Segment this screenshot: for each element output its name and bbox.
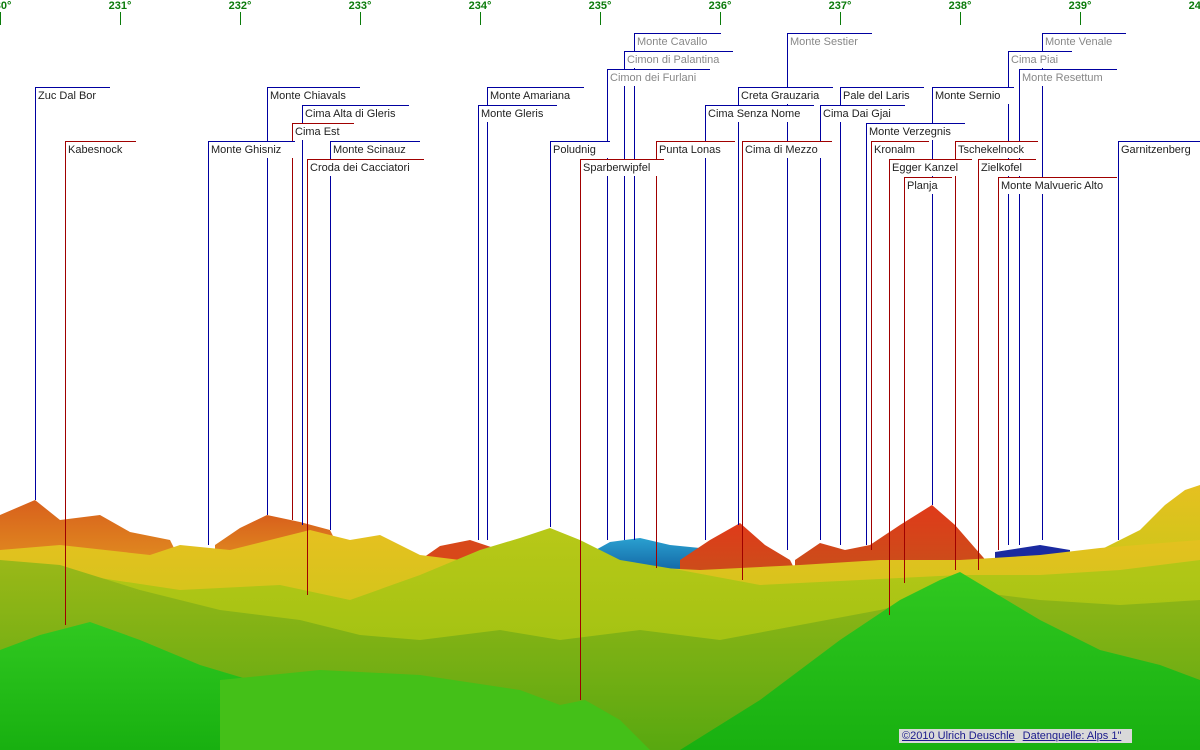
peak-marker-line	[607, 69, 608, 540]
peak-label[interactable]: Cimon dei Furlani	[607, 69, 711, 86]
azimuth-tick	[360, 12, 361, 25]
azimuth-tick-label: 238°	[948, 0, 972, 12]
azimuth-tick-label: 240°	[1188, 0, 1200, 12]
peak-label[interactable]: Cima Piai	[1008, 51, 1073, 68]
peak-marker-line	[871, 141, 872, 550]
peak-label[interactable]: Poludnig	[550, 141, 610, 158]
peak-label[interactable]: Tschekelnock	[955, 141, 1039, 158]
peak-marker-line	[866, 123, 867, 545]
peak-label[interactable]: Monte Scinauz	[330, 141, 420, 158]
peak-label[interactable]: Monte Venale	[1042, 33, 1127, 50]
peak-marker-line	[738, 87, 739, 525]
peak-label[interactable]: Croda dei Cacciatori	[307, 159, 424, 176]
peak-marker-line	[787, 33, 788, 550]
peak-label[interactable]: Egger Kanzel	[889, 159, 973, 176]
ridge-far-left	[0, 500, 180, 560]
azimuth-tick	[720, 12, 721, 25]
copyright-link[interactable]: ©2010 Ulrich Deuschle	[902, 730, 1015, 742]
peak-marker-line	[307, 159, 308, 595]
azimuth-tick-label: 232°	[228, 0, 252, 12]
azimuth-tick-label: 237°	[828, 0, 852, 12]
peak-marker-line	[820, 105, 821, 540]
peak-label[interactable]: Cimon di Palantina	[624, 51, 734, 68]
peak-marker-line	[1118, 141, 1119, 540]
peak-label[interactable]: Planja	[904, 177, 952, 194]
peak-marker-line	[550, 141, 551, 527]
peak-marker-line	[840, 87, 841, 545]
azimuth-tick-label: 239°	[1068, 0, 1092, 12]
credits-bar: ©2010 Ulrich Deuschle Datenquelle: Alps 1…	[899, 729, 1133, 743]
azimuth-tick	[480, 12, 481, 25]
ridge-green-front	[220, 670, 650, 750]
azimuth-tick	[240, 12, 241, 25]
peak-marker-line	[978, 159, 979, 570]
peak-label[interactable]: Cima Senza Nome	[705, 105, 815, 122]
peak-label[interactable]: Monte Gleris	[478, 105, 558, 122]
peak-marker-line	[932, 87, 933, 505]
peak-marker-line	[487, 87, 488, 540]
peak-marker-line	[65, 141, 66, 625]
peak-marker-line	[742, 141, 743, 580]
peak-marker-line	[208, 141, 209, 545]
peak-label[interactable]: Kabesnock	[65, 141, 137, 158]
peak-label[interactable]: Monte Resettum	[1019, 69, 1117, 86]
peak-marker-line	[478, 105, 479, 540]
ridge-far-red-c	[795, 505, 990, 575]
peak-label[interactable]: Creta Grauzaria	[738, 87, 834, 104]
peak-label[interactable]: Monte Cavallo	[634, 33, 722, 50]
peak-marker-line	[267, 87, 268, 515]
peak-marker-line	[955, 141, 956, 570]
peak-marker-line	[998, 177, 999, 550]
ridge-green-right	[680, 572, 1200, 750]
peak-label[interactable]: Monte Sernio	[932, 87, 1015, 104]
peak-label[interactable]: Pale del Laris	[840, 87, 924, 104]
peak-label[interactable]: Zielkofel	[978, 159, 1036, 176]
peak-marker-line	[292, 123, 293, 520]
peak-marker-line	[302, 105, 303, 525]
peak-label[interactable]: Cima Alta di Gleris	[302, 105, 410, 122]
azimuth-tick	[600, 12, 601, 25]
peak-label[interactable]: Cima Dai Gjai	[820, 105, 905, 122]
peak-label[interactable]: Monte Ghisniz	[208, 141, 296, 158]
peak-label[interactable]: Garnitzenberg	[1118, 141, 1200, 158]
azimuth-tick	[1080, 12, 1081, 25]
data-source-link[interactable]: Datenquelle: Alps 1"	[1022, 730, 1122, 742]
azimuth-tick-label: 230°	[0, 0, 12, 12]
peak-marker-line	[580, 159, 581, 700]
azimuth-tick	[960, 12, 961, 25]
peak-label[interactable]: Cima di Mezzo	[742, 141, 832, 158]
peak-label[interactable]: Sparberwipfel	[580, 159, 665, 176]
azimuth-tick-label: 236°	[708, 0, 732, 12]
peak-label[interactable]: Kronalm	[871, 141, 929, 158]
peak-label[interactable]: Monte Malvueric Alto	[998, 177, 1118, 194]
peak-label[interactable]: Monte Sestier	[787, 33, 872, 50]
peak-marker-line	[634, 33, 635, 540]
peak-marker-line	[705, 105, 706, 540]
azimuth-tick	[120, 12, 121, 25]
peak-marker-line	[1042, 33, 1043, 540]
azimuth-tick-label: 234°	[468, 0, 492, 12]
peak-marker-line	[904, 177, 905, 583]
azimuth-tick	[0, 12, 1, 25]
peak-label[interactable]: Monte Verzegnis	[866, 123, 965, 140]
azimuth-tick-label: 233°	[348, 0, 372, 12]
peak-marker-line	[889, 159, 890, 615]
peak-label[interactable]: Zuc Dal Bor	[35, 87, 111, 104]
ridge-far-red-b	[680, 523, 800, 580]
peak-label[interactable]: Monte Chiavals	[267, 87, 360, 104]
peak-marker-line	[1019, 69, 1020, 545]
peak-label[interactable]: Monte Amariana	[487, 87, 585, 104]
azimuth-tick-label: 231°	[108, 0, 132, 12]
peak-label[interactable]: Punta Lonas	[656, 141, 735, 158]
peak-marker-line	[624, 51, 625, 540]
peak-marker-line	[1008, 51, 1009, 545]
peak-label[interactable]: Cima Est	[292, 123, 354, 140]
peak-marker-line	[35, 87, 36, 500]
azimuth-tick	[840, 12, 841, 25]
peak-marker-line	[656, 141, 657, 568]
peak-marker-line	[330, 141, 331, 530]
azimuth-tick-label: 235°	[588, 0, 612, 12]
